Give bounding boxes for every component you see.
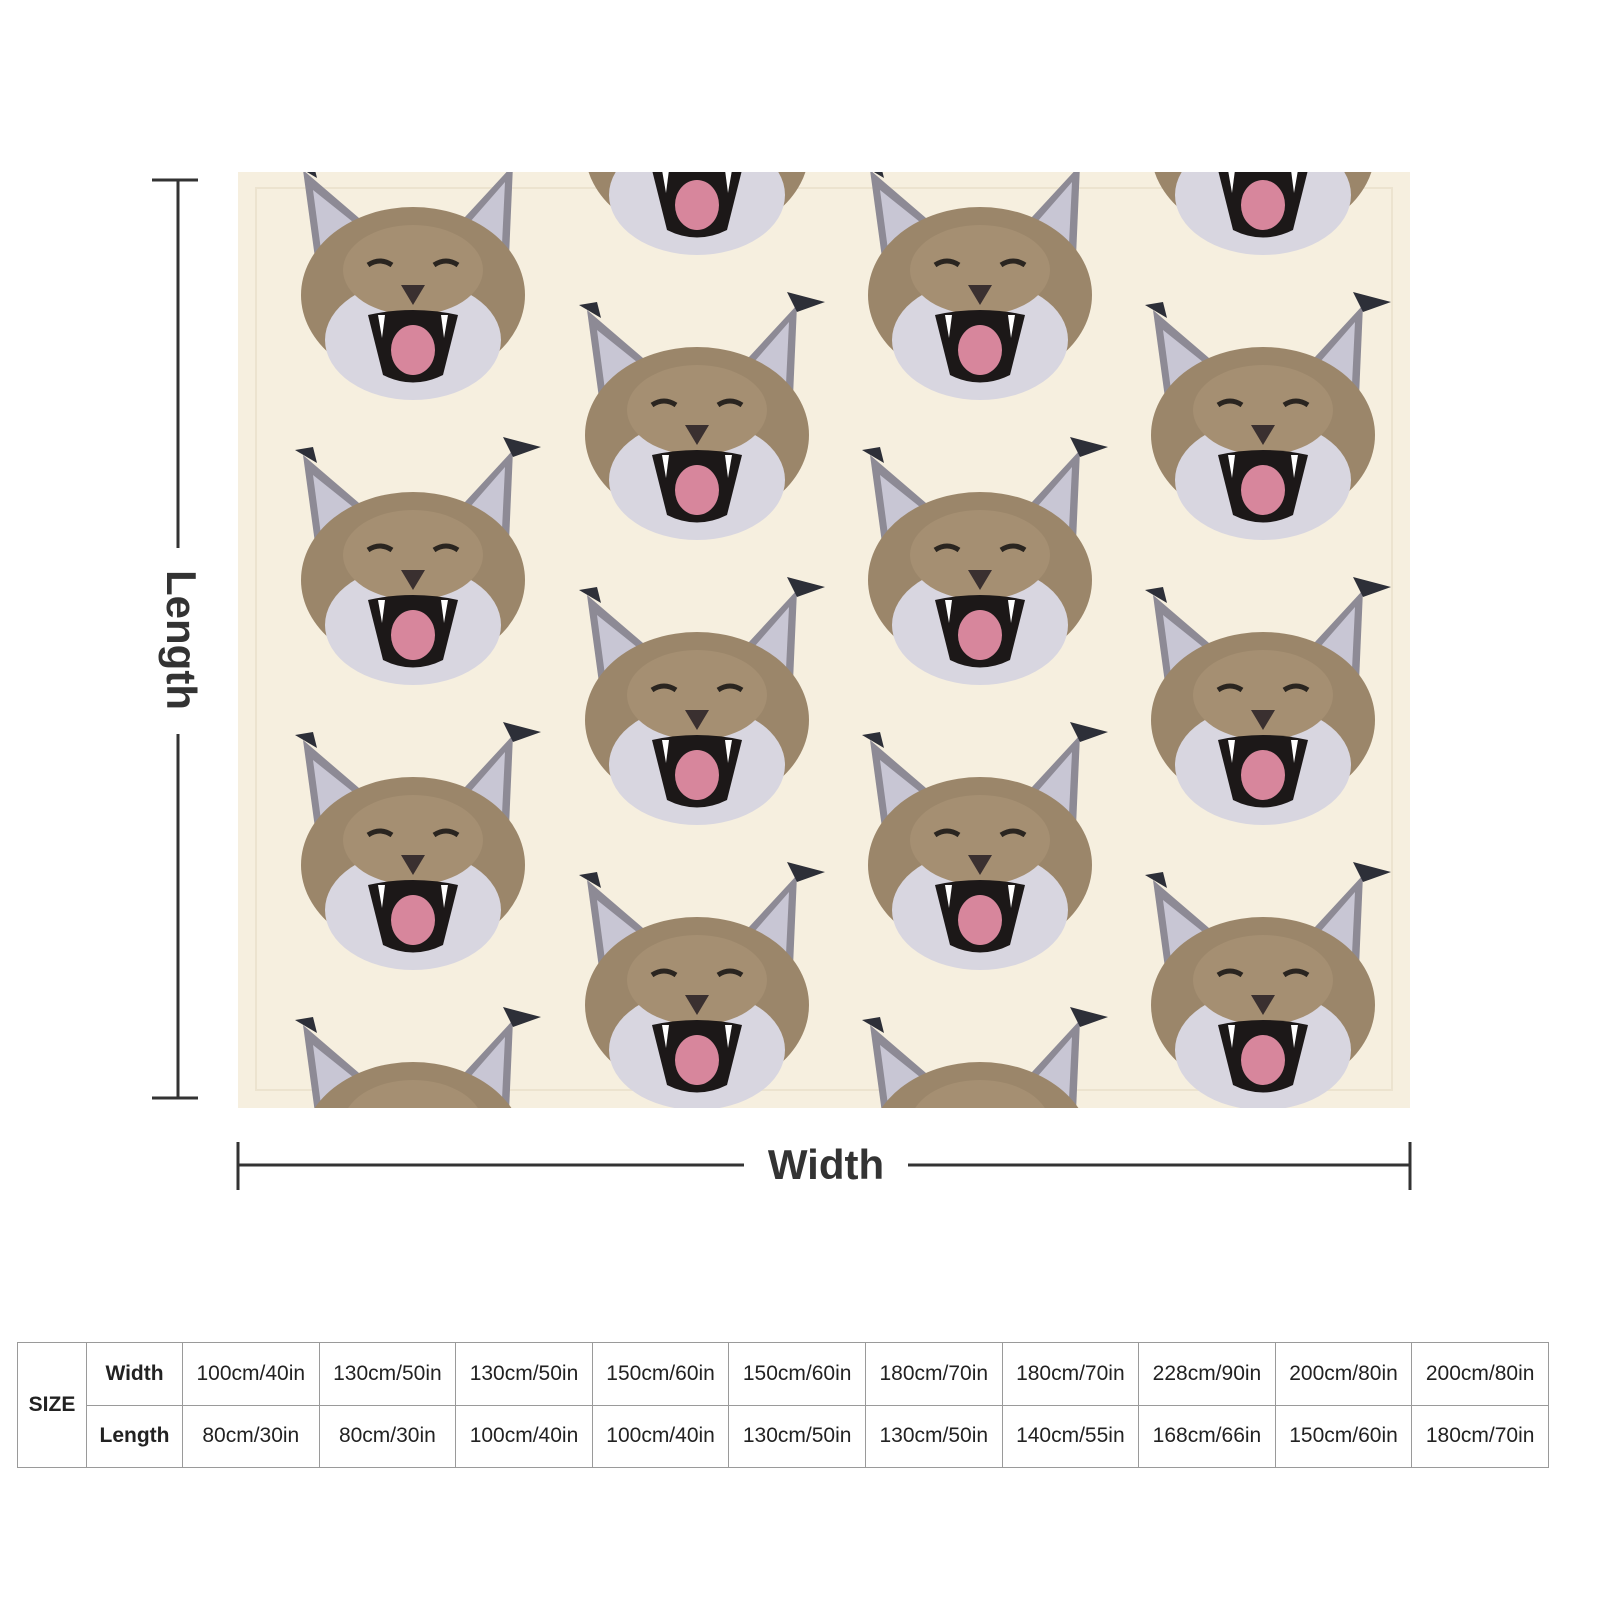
product-image: Length Width bbox=[152, 172, 1412, 1320]
row-label: Length bbox=[86, 1404, 183, 1468]
size-cell: 200cm/80in bbox=[1274, 1342, 1413, 1406]
size-cell: 150cm/60in bbox=[728, 1342, 866, 1406]
size-cell: 180cm/70in bbox=[1411, 1404, 1549, 1468]
cat-head bbox=[1145, 1147, 1391, 1320]
size-cell: 150cm/60in bbox=[1274, 1404, 1413, 1468]
size-header: SIZE bbox=[17, 1342, 87, 1468]
size-cell: 100cm/40in bbox=[455, 1404, 593, 1468]
size-cell: 130cm/50in bbox=[318, 1342, 457, 1406]
size-cell: 80cm/30in bbox=[318, 1404, 457, 1468]
size-cell: 100cm/40in bbox=[591, 1404, 730, 1468]
width-label: Width bbox=[768, 1141, 884, 1188]
size-cell: 140cm/55in bbox=[1001, 1404, 1140, 1468]
length-label: Length bbox=[158, 570, 205, 710]
table-row: SIZE Width 100cm/40in 130cm/50in 130cm/50in 1… bbox=[17, 1342, 1549, 1468]
size-cell: 180cm/70in bbox=[864, 1342, 1003, 1406]
size-table: SIZE Width 100cm/40in 130cm/50in 130cm/50in 1… bbox=[17, 1342, 1549, 1468]
row-label: Width bbox=[86, 1342, 183, 1406]
size-cell: 100cm/40in bbox=[182, 1342, 320, 1406]
size-cell: 150cm/60in bbox=[591, 1342, 730, 1406]
size-cell: 130cm/50in bbox=[455, 1342, 593, 1406]
size-cell: 130cm/50in bbox=[728, 1404, 866, 1468]
size-cell: 180cm/70in bbox=[1001, 1342, 1140, 1406]
size-cell: 80cm/30in bbox=[182, 1404, 320, 1468]
table-row: Length 80cm/30in 80cm/30in 100cm/40in 100cm/… bbox=[18, 1404, 1549, 1468]
size-cell: 168cm/66in bbox=[1138, 1404, 1276, 1468]
size-cell: 130cm/50in bbox=[864, 1404, 1003, 1468]
size-cell: 200cm/80in bbox=[1411, 1342, 1549, 1406]
size-cell: 228cm/90in bbox=[1138, 1342, 1276, 1406]
blanket-hem bbox=[255, 187, 1393, 1091]
